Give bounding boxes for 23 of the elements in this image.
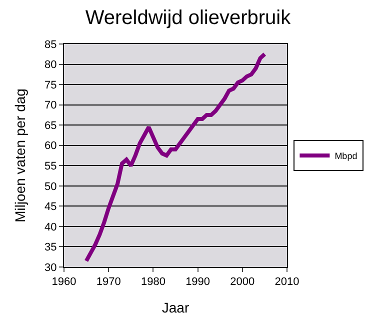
x-tick-label: 2010 [274,276,300,288]
y-tick-label: 30 [44,262,57,274]
y-tick-label: 85 [44,38,57,51]
y-tick-label: 55 [44,160,57,172]
y-tick-label: 50 [44,180,57,193]
y-tick-label: 75 [44,79,57,92]
y-tick-label: 60 [44,140,57,152]
y-tick-label: 45 [44,201,57,214]
x-tick-label: 1970 [96,276,121,288]
legend-label: Mbpd [334,151,358,162]
y-tick-label: 80 [44,59,57,72]
y-tick-label: 70 [44,100,57,112]
x-tick-label: 2000 [230,276,255,288]
chart-title: Wereldwijd olieverbruik [85,6,292,29]
line-series [84,52,267,263]
y-axis-title: Miljoen vaten per dag [12,88,28,222]
x-axis-title: Jaar [162,300,190,316]
x-tick-label: 1960 [52,276,76,288]
x-tick-label: 1990 [186,276,210,288]
y-tick-label: 65 [44,120,57,132]
y-tick-label: 40 [44,221,57,234]
y-tick-label: 35 [44,242,57,254]
x-tick-label: 1980 [140,276,166,288]
